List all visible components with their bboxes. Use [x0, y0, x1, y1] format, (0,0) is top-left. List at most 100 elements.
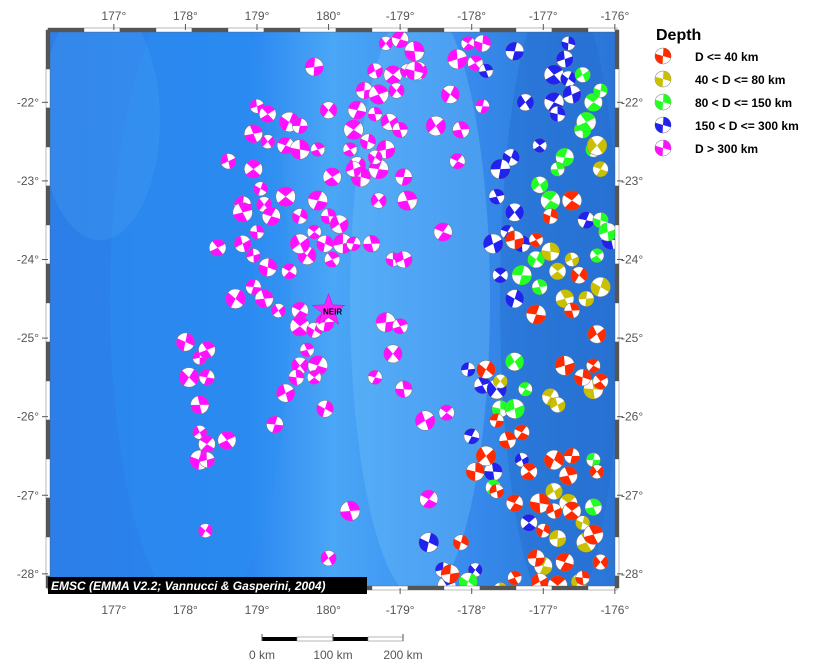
focal-mechanism-event	[192, 425, 207, 440]
focal-mechanism-event	[473, 376, 492, 394]
focal-mechanism-event	[493, 374, 508, 389]
lat-tick-right: -28°	[621, 567, 643, 581]
lat-tick-left: -26°	[17, 410, 39, 424]
focal-mechanism-event	[176, 332, 195, 352]
focal-mechanism-event	[463, 428, 480, 445]
focal-mechanism-event	[505, 41, 525, 61]
focal-mechanism-event	[528, 232, 544, 248]
focal-mechanism-event	[306, 370, 322, 385]
lon-tick-top: 178°	[173, 9, 198, 23]
focal-mechanism-event	[492, 267, 509, 284]
focal-mechanism-event	[536, 523, 551, 538]
focal-mechanism-event	[584, 92, 603, 112]
legend-label-0: D <= 40 km	[695, 50, 758, 64]
lon-tick-bottom: -177°	[529, 603, 558, 617]
focal-mechanism-event	[505, 352, 525, 372]
lat-tick-left: -22°	[17, 95, 39, 109]
lat-tick-right: -26°	[621, 410, 643, 424]
focal-mechanism-event	[306, 224, 322, 240]
focal-mechanism-event	[276, 136, 295, 155]
focal-mechanism-event	[563, 448, 580, 464]
focal-mechanism-event	[388, 82, 405, 99]
focal-mechanism-event	[475, 445, 497, 467]
legend-beachball-icon	[654, 139, 672, 157]
focal-mechanism-event	[232, 202, 253, 223]
map-area[interactable]: NEIR	[40, 0, 625, 620]
focal-mechanism-event	[316, 400, 334, 418]
focal-mechanism-event	[304, 57, 324, 77]
legend-label-2: 80 < D <= 150 km	[695, 96, 792, 110]
focal-mechanism-event	[489, 413, 505, 428]
focal-mechanism-event	[584, 498, 603, 516]
focal-mechanism-event	[245, 279, 262, 295]
focal-mechanism-event	[383, 65, 403, 85]
lat-tick-left: -24°	[17, 252, 39, 266]
focal-mechanism-event	[440, 85, 460, 104]
focal-mechanism-event	[367, 106, 383, 122]
focal-mechanism-event	[592, 373, 609, 390]
focal-mechanism-event	[346, 236, 361, 252]
lat-tick-left: -27°	[17, 488, 39, 502]
lon-tick-top: 180°	[316, 9, 341, 23]
focal-mechanism-event	[516, 93, 535, 111]
focal-mechanism-event	[225, 288, 246, 309]
attribution: EMSC (EMMA V2.2; Vannucci & Gasperini, 2…	[48, 577, 367, 594]
focal-mechanisms	[176, 30, 617, 588]
focal-mechanism-event	[447, 49, 468, 70]
focal-mechanism-event	[391, 30, 409, 49]
focal-mechanism-event	[505, 289, 525, 309]
focal-mechanism-event	[589, 248, 605, 263]
focal-mechanism-event	[415, 410, 436, 431]
focal-mechanism-event	[592, 161, 609, 178]
lat-tick-right: -24°	[621, 252, 643, 266]
focal-mechanism-event	[589, 464, 605, 479]
focal-mechanism-event	[433, 222, 453, 242]
focal-mechanism-event	[483, 233, 504, 254]
focal-mechanism-event	[368, 84, 389, 105]
focal-mechanism-event	[383, 344, 403, 364]
focal-mechanism-event	[563, 302, 580, 319]
legend-beachball-icon	[654, 93, 672, 111]
focal-mechanism-event	[319, 101, 338, 119]
focal-mechanism-event	[586, 135, 608, 156]
focal-mechanism-event	[275, 186, 296, 207]
station-neir[interactable]: NEIR	[311, 292, 346, 325]
station-label: NEIR	[323, 308, 342, 317]
focal-mechanism-event	[355, 81, 373, 100]
lon-tick-top: -178°	[457, 9, 486, 23]
focal-mechanism-event	[541, 242, 560, 261]
focal-mechanism-event	[532, 138, 547, 153]
lon-tick-bottom: -179°	[386, 603, 415, 617]
focal-mechanism-event	[527, 549, 545, 567]
focal-mechanism-event	[266, 415, 284, 434]
lon-tick-bottom: 177°	[101, 603, 126, 617]
attribution-text: EMSC (EMMA V2.2; Vannucci & Gasperini, 2…	[51, 579, 326, 593]
focal-mechanism-event	[550, 161, 565, 177]
lat-tick-right: -25°	[621, 331, 643, 345]
focal-mechanism-event	[583, 524, 604, 545]
focal-mechanism-event	[440, 564, 460, 584]
focal-mechanism-event	[540, 190, 561, 211]
focal-mechanism-event	[574, 66, 591, 83]
focal-mechanism-event	[342, 142, 358, 157]
focal-mechanism-event	[575, 515, 590, 531]
focal-mechanism-event	[198, 369, 215, 386]
focal-mechanism-event	[339, 500, 361, 522]
focal-mechanism-event	[555, 147, 575, 167]
focal-mechanism-event	[473, 34, 492, 53]
focal-mechanism-event	[476, 360, 496, 379]
focal-mechanism-event	[460, 36, 476, 51]
focal-mechanism-event	[520, 463, 538, 481]
focal-mechanism-event	[260, 134, 275, 149]
focal-mechanism-event	[526, 304, 547, 325]
focal-mechanism-event	[395, 168, 413, 186]
focal-mechanism-event	[425, 115, 446, 136]
focal-mechanism-event	[345, 161, 362, 178]
focal-mechanism-event	[577, 211, 595, 229]
legend-title: Depth	[656, 27, 701, 44]
focal-mechanism-event	[246, 248, 261, 263]
focal-mechanism-event	[558, 466, 578, 485]
lat-tick-left: -23°	[17, 174, 39, 188]
focal-mechanism-event	[531, 176, 549, 194]
